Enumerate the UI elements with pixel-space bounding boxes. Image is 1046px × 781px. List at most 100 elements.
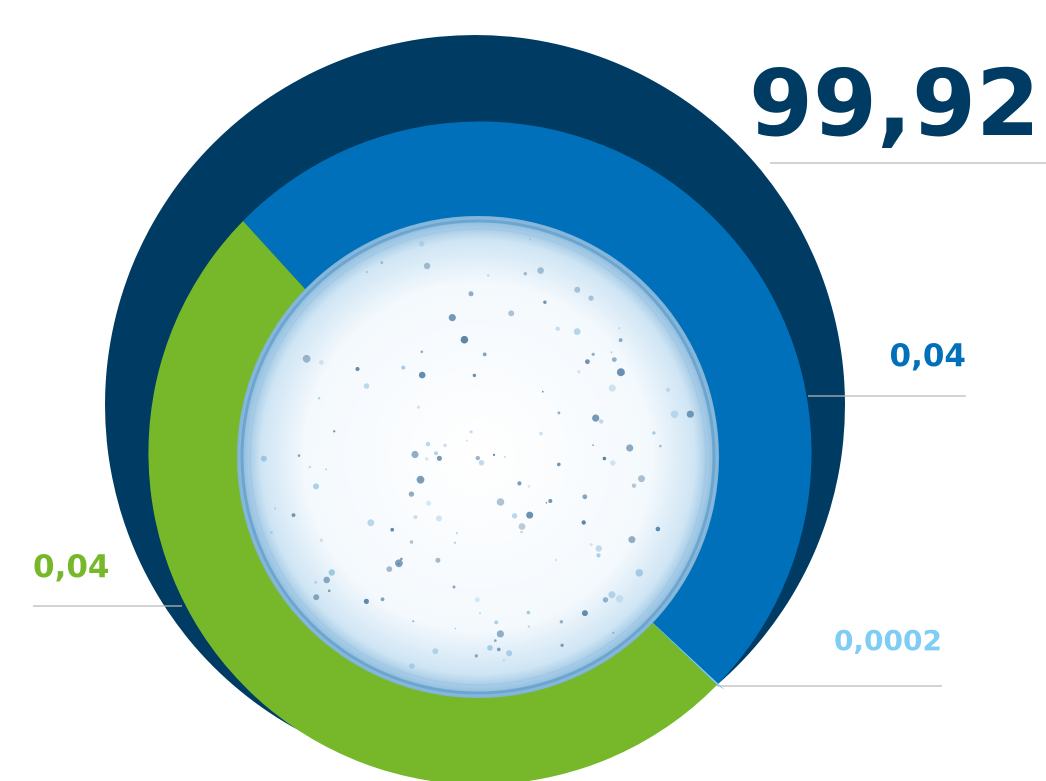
water-droplet	[302, 354, 311, 363]
water-droplet	[328, 569, 335, 576]
water-droplet	[577, 370, 581, 374]
water-droplet	[317, 397, 321, 400]
water-droplet	[628, 536, 636, 544]
water-droplet	[411, 450, 419, 459]
water-droplet	[413, 515, 418, 520]
water-droplet	[478, 460, 485, 466]
water-droplet	[494, 639, 497, 642]
water-droplet	[592, 444, 595, 447]
water-droplet	[400, 557, 403, 561]
water-droplet	[425, 441, 431, 447]
water-droplet	[599, 419, 604, 424]
label-0-04-green: 0,04	[33, 549, 110, 585]
water-droplet	[291, 513, 296, 517]
water-droplet	[652, 431, 656, 435]
water-droplet	[432, 648, 439, 655]
water-droplet	[638, 475, 645, 483]
water-droplet	[655, 526, 661, 532]
water-droplet	[618, 327, 621, 330]
water-droplet	[631, 483, 637, 488]
water-droplet	[426, 500, 432, 506]
water-droplet	[554, 558, 557, 562]
water-droplet	[419, 241, 425, 247]
water-droplet	[582, 494, 588, 500]
water-droplet	[420, 350, 424, 354]
water-droplet	[616, 368, 625, 377]
water-droplet	[425, 457, 429, 461]
water-droplet	[626, 444, 634, 452]
water-droplet	[380, 597, 385, 602]
water-droplet	[610, 460, 616, 466]
segment-lightblue-sliver	[642, 613, 725, 690]
water-droplet	[313, 594, 320, 601]
water-droplet	[297, 454, 301, 457]
water-droplet	[465, 439, 468, 442]
segment-blue-ring	[243, 121, 812, 686]
water-droplet	[367, 519, 375, 527]
water-droplet	[618, 338, 623, 342]
water-droplet	[436, 455, 442, 461]
water-droplet	[314, 580, 318, 584]
water-droplet	[506, 650, 513, 657]
water-droplet	[503, 455, 506, 458]
water-droplet	[591, 352, 595, 356]
water-droplet	[386, 566, 393, 572]
water-droplet	[468, 291, 474, 297]
water-droplet	[355, 367, 360, 371]
water-droplet	[409, 540, 414, 544]
water-droplet	[511, 513, 518, 519]
water-droplet	[543, 300, 547, 304]
water-droplet	[416, 405, 421, 409]
water-droplet	[527, 625, 530, 628]
label-99-92: 99,92	[749, 50, 1040, 157]
water-droplet	[469, 430, 473, 434]
water-droplet	[610, 351, 613, 354]
water-droplet	[545, 502, 548, 504]
water-droplet	[581, 610, 588, 617]
water-droplet	[686, 410, 694, 418]
water-droplet	[487, 645, 493, 651]
water-droplet	[313, 483, 319, 490]
water-droplet	[539, 431, 543, 436]
water-droplet	[611, 357, 617, 362]
water-droplet	[416, 475, 425, 484]
water-droplet	[523, 272, 527, 276]
water-droplet	[542, 390, 544, 393]
water-droplet	[363, 383, 370, 389]
water-droplet	[557, 411, 561, 415]
water-droplet	[557, 462, 561, 467]
water-droplet	[479, 612, 481, 615]
water-droplet	[475, 455, 480, 461]
water-droplet	[494, 620, 499, 625]
water-droplet	[517, 481, 522, 486]
water-droplet	[365, 270, 369, 274]
water-droplet	[537, 267, 544, 274]
water-droplet	[270, 531, 273, 534]
water-droplet	[472, 373, 477, 378]
water-droplet	[615, 595, 624, 603]
water-droplet	[436, 515, 442, 522]
water-droplet	[497, 647, 501, 652]
water-droplet	[409, 663, 415, 669]
water-droplet	[574, 286, 581, 293]
water-droplet	[502, 659, 506, 662]
water-droplet	[380, 261, 384, 264]
water-droplet	[448, 314, 456, 322]
label-0-04-blue: 0,04	[890, 338, 967, 374]
water-droplet	[548, 499, 553, 503]
water-droplet	[559, 620, 564, 624]
water-droplet	[453, 541, 457, 544]
water-droplet	[585, 359, 590, 365]
water-droplet	[325, 468, 327, 471]
water-droplet	[460, 335, 469, 344]
water-droplet	[452, 585, 456, 589]
water-droplet	[608, 384, 616, 392]
water-droplet	[487, 274, 490, 277]
water-droplet	[520, 530, 523, 534]
water-droplet	[319, 538, 323, 543]
water-droplet	[363, 598, 369, 605]
water-droplet	[434, 451, 438, 456]
water-droplet	[588, 295, 594, 301]
water-droplet	[443, 443, 447, 448]
